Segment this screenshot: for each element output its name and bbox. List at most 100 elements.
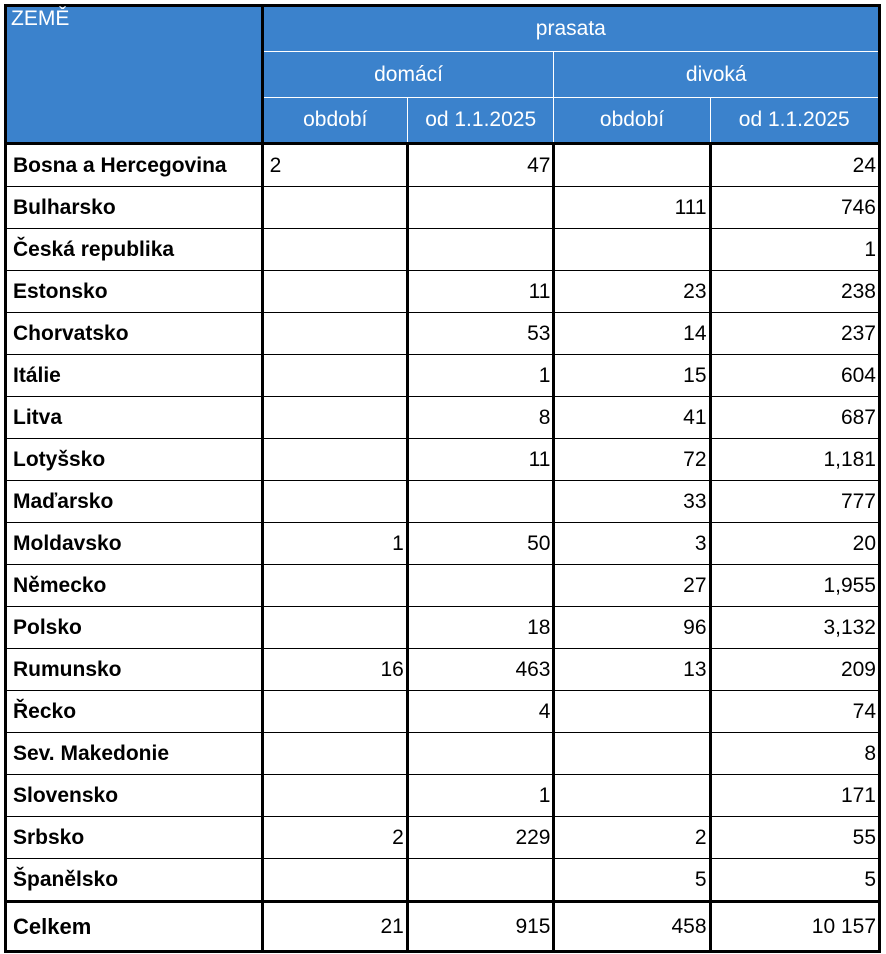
country-cell: Lotyšsko xyxy=(4,438,264,481)
value-cell xyxy=(405,564,556,607)
country-cell: Maďarsko xyxy=(4,480,264,523)
value-cell: 8 xyxy=(405,396,556,439)
value-cell xyxy=(260,270,409,313)
country-cell: Německo xyxy=(4,564,264,607)
group-header: prasata xyxy=(261,5,881,52)
subgroup-header: divoká xyxy=(553,51,880,98)
value-cell xyxy=(552,774,712,817)
table-row: Litva 8 41 687 xyxy=(4,396,882,439)
value-cell: 11 xyxy=(405,270,556,313)
value-cell: 2 xyxy=(552,816,712,859)
country-cell: Moldavsko xyxy=(4,522,264,565)
value-cell: 4 xyxy=(405,690,556,733)
value-cell: 1 xyxy=(708,228,882,271)
value-cell: 50 xyxy=(405,522,556,565)
table-row: Sev. Makedonie 8 xyxy=(4,732,882,775)
value-cell: 229 xyxy=(405,816,556,859)
value-cell: 1,955 xyxy=(708,564,882,607)
table-row: Polsko 18 96 3,132 xyxy=(4,606,882,649)
value-cell: 16 xyxy=(260,648,409,691)
country-cell: Španělsko xyxy=(4,858,264,902)
value-cell: 10 157 xyxy=(708,900,882,953)
table-body: Bosna a Hercegovina 2 47 24 Bulharsko 111 746 Č… xyxy=(4,143,882,902)
country-cell: Estonsko xyxy=(4,270,264,313)
value-cell xyxy=(552,732,712,775)
country-cell: Celkem xyxy=(4,900,264,953)
country-cell: Itálie xyxy=(4,354,264,397)
column-header: období xyxy=(553,97,711,144)
value-cell: 13 xyxy=(552,648,712,691)
value-cell xyxy=(405,228,556,271)
value-cell xyxy=(260,606,409,649)
table-footer: Celkem 21 915 458 10 157 xyxy=(4,900,882,953)
value-cell: 209 xyxy=(708,648,882,691)
value-cell xyxy=(260,186,409,229)
value-cell: 3 xyxy=(552,522,712,565)
value-cell: 18 xyxy=(405,606,556,649)
value-cell: 5 xyxy=(708,858,882,902)
value-cell: 11 xyxy=(405,438,556,481)
value-cell: 20 xyxy=(708,522,882,565)
value-cell: 14 xyxy=(552,312,712,355)
value-cell xyxy=(260,480,409,523)
value-cell: 27 xyxy=(552,564,712,607)
value-cell xyxy=(260,228,409,271)
country-cell: Bulharsko xyxy=(4,186,264,229)
country-header: ZEMĚ xyxy=(4,4,264,145)
table-row: Celkem 21 915 458 10 157 xyxy=(4,900,882,953)
value-cell xyxy=(260,690,409,733)
value-cell: 1 xyxy=(405,774,556,817)
table-row: Moldavsko 1 50 3 20 xyxy=(4,522,882,565)
value-cell xyxy=(260,732,409,775)
table-row: Chorvatsko 53 14 237 xyxy=(4,312,882,355)
table-row: Slovensko 1 171 xyxy=(4,774,882,817)
table-row: Česká republika 1 xyxy=(4,228,882,271)
country-cell: Slovensko xyxy=(4,774,264,817)
value-cell: 2 xyxy=(260,143,409,187)
value-cell: 915 xyxy=(405,900,556,953)
country-cell: Česká republika xyxy=(4,228,264,271)
table-row: Řecko 4 74 xyxy=(4,690,882,733)
value-cell: 463 xyxy=(405,648,556,691)
value-cell: 21 xyxy=(260,900,409,953)
value-cell: 5 xyxy=(552,858,712,902)
column-header: období xyxy=(261,97,408,144)
value-cell: 8 xyxy=(708,732,882,775)
subgroup-header: domácí xyxy=(261,51,555,98)
value-cell: 96 xyxy=(552,606,712,649)
value-cell: 2 xyxy=(260,816,409,859)
country-cell: Sev. Makedonie xyxy=(4,732,264,775)
value-cell: 23 xyxy=(552,270,712,313)
column-header: od 1.1.2025 xyxy=(406,97,555,144)
value-cell: 24 xyxy=(708,143,882,187)
value-cell xyxy=(405,858,556,902)
column-header: od 1.1.2025 xyxy=(709,97,881,144)
table-row: Bosna a Hercegovina 2 47 24 xyxy=(4,143,882,187)
table-row: Srbsko 2 229 2 55 xyxy=(4,816,882,859)
value-cell: 687 xyxy=(708,396,882,439)
value-cell: 1 xyxy=(405,354,556,397)
value-cell: 171 xyxy=(708,774,882,817)
value-cell xyxy=(260,438,409,481)
country-cell: Bosna a Hercegovina xyxy=(4,143,264,187)
value-cell: 604 xyxy=(708,354,882,397)
country-cell: Chorvatsko xyxy=(4,312,264,355)
table-row: Lotyšsko 11 72 1,181 xyxy=(4,438,882,481)
value-cell xyxy=(260,564,409,607)
value-cell xyxy=(260,774,409,817)
country-cell: Litva xyxy=(4,396,264,439)
value-cell: 74 xyxy=(708,690,882,733)
value-cell: 55 xyxy=(708,816,882,859)
value-cell: 33 xyxy=(552,480,712,523)
table-row: Rumunsko 16 463 13 209 xyxy=(4,648,882,691)
value-cell: 237 xyxy=(708,312,882,355)
value-cell: 777 xyxy=(708,480,882,523)
table-row: Maďarsko 33 777 xyxy=(4,480,882,523)
value-cell: 15 xyxy=(552,354,712,397)
value-cell: 1 xyxy=(260,522,409,565)
value-cell: 3,132 xyxy=(708,606,882,649)
country-cell: Rumunsko xyxy=(4,648,264,691)
table-row: Německo 27 1,955 xyxy=(4,564,882,607)
value-cell: 53 xyxy=(405,312,556,355)
